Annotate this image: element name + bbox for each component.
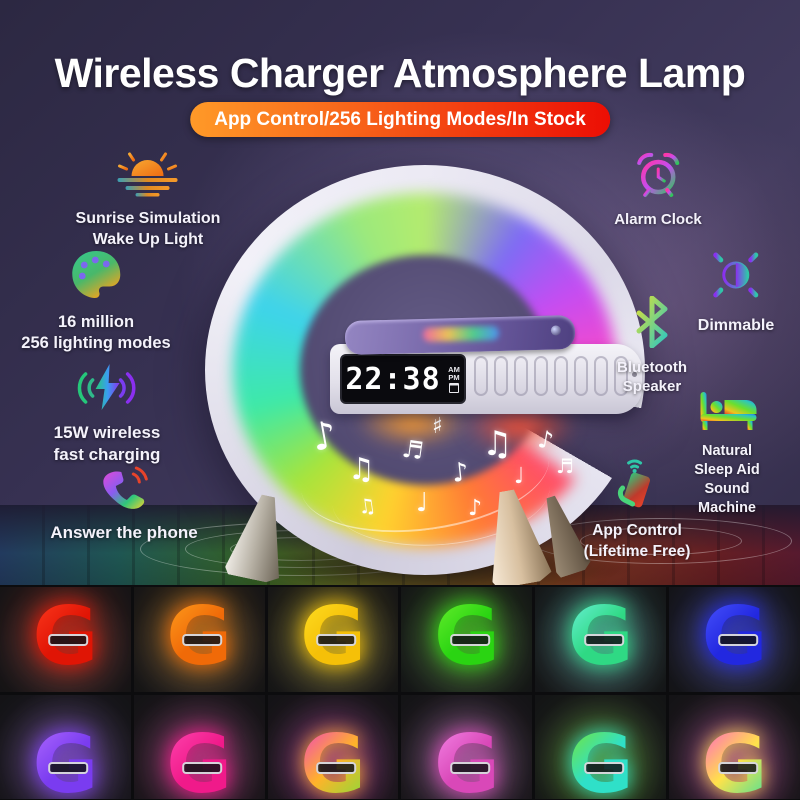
feature-wireless-charging: 15W wireless fast charging — [53, 362, 161, 466]
mini-lamp-g: G — [300, 725, 366, 800]
lamp-color-photo: G — [133, 695, 265, 800]
mic-hole — [632, 372, 637, 377]
mini-lamp-display — [450, 634, 491, 646]
lamp-color-photo: G — [133, 587, 265, 692]
feature-answer-phone: Answer the phone — [50, 466, 198, 544]
mini-lamp-g: G — [33, 725, 99, 800]
feature-bluetooth-speaker: Bluetooth Speaker — [617, 295, 687, 396]
lamp-button — [574, 356, 588, 396]
feature-label: fast charging — [53, 445, 161, 464]
music-note-icon: ♩ — [514, 464, 525, 489]
clock-time: 22:38 — [345, 361, 441, 397]
music-note-icon: ♩ — [416, 488, 429, 518]
music-note-icon: ♫ — [356, 492, 378, 520]
charging-smartphone — [344, 314, 576, 356]
lamp-button — [534, 356, 548, 396]
mini-lamp-g: G — [568, 725, 634, 800]
feature-sunrise-simulation: Sunrise Simulation Wake Up Light — [75, 146, 221, 250]
lamp-button — [614, 356, 628, 396]
music-note-icon: ♯ — [432, 414, 443, 439]
feature-label: 16 million — [57, 313, 135, 331]
music-note-icon: ♫ — [348, 452, 375, 487]
music-note-icon: ♪ — [450, 457, 471, 489]
mini-lamp-display — [717, 634, 758, 646]
music-note-icon: ♫ — [482, 424, 513, 464]
lamp-color-photo: G — [669, 695, 800, 799]
mini-lamp-g: G — [434, 725, 500, 800]
clock-meridiem: AM PM — [444, 364, 464, 393]
phone-camera — [550, 325, 562, 336]
feature-label: Wake Up Light — [92, 231, 204, 248]
speaker-button-row — [474, 356, 628, 396]
music-note-icon: ♪ — [468, 496, 483, 521]
promo-badge: App Control/256 Lighting Modes/In Stock — [190, 102, 610, 137]
feature-lighting-modes: 16 million 256 lighting modes — [21, 248, 171, 354]
lamp-button — [474, 356, 488, 396]
phone-call-icon — [102, 466, 148, 509]
feature-label: Speaker — [622, 378, 682, 395]
lamp-color-photo: G — [401, 587, 533, 692]
mini-lamp-display — [316, 634, 357, 646]
feature-label: Alarm Clock — [614, 211, 702, 228]
page-title: Wireless Charger Atmosphere Lamp — [54, 50, 746, 96]
lamp-color-photo: G — [669, 587, 800, 692]
mini-lamp-g: G — [702, 725, 768, 800]
mini-lamp-display — [316, 762, 357, 774]
feature-label: Natural Sleep Aid — [694, 443, 760, 478]
mini-lamp-display — [717, 762, 758, 774]
mini-lamp-display — [182, 634, 223, 646]
clock-pm-label: PM — [448, 373, 460, 382]
palette-icon — [71, 251, 120, 299]
feature-label: Sunrise Simulation — [75, 210, 221, 227]
lamp-color-photo: G — [401, 695, 533, 800]
music-note-icon: ♬ — [556, 454, 574, 478]
mini-lamp-g: G — [166, 725, 232, 800]
lamp-color-photo: G — [267, 695, 399, 800]
sleep-aid-bed-icon — [700, 392, 756, 430]
bluetooth-icon — [636, 295, 668, 349]
feature-label: Answer the phone — [50, 523, 198, 542]
feature-label: (Lifetime Free) — [583, 543, 691, 560]
mini-lamp-display — [48, 634, 89, 646]
feature-sleep-aid: Natural Sleep Aid Sound Machine — [691, 388, 764, 518]
mini-lamp-display — [182, 762, 223, 774]
wireless-charging-icon — [78, 364, 136, 410]
lamp-button — [554, 356, 568, 396]
feature-label: Dimmable — [697, 317, 775, 334]
music-note-icon: ♬ — [400, 434, 426, 466]
app-control-icon — [618, 459, 651, 508]
feature-label: 15W wireless — [53, 423, 161, 442]
lamp-button — [594, 356, 608, 396]
mini-lamp-display — [450, 762, 491, 774]
lamp-color-photo: G — [0, 587, 131, 692]
mini-lamp-display — [48, 762, 89, 774]
feature-label: App Control — [592, 522, 682, 539]
lamp-color-photo: G — [267, 587, 399, 692]
lamp-color-photo: G — [0, 695, 131, 799]
lamp-button — [514, 356, 528, 396]
feature-label: Bluetooth — [617, 359, 687, 376]
date-icon — [449, 382, 459, 393]
feature-label: Sound Machine — [697, 481, 756, 516]
mini-lamp-display — [583, 762, 624, 774]
feature-label: 256 lighting modes — [21, 334, 171, 352]
sunrise-icon — [117, 146, 178, 197]
lamp-color-photo: G — [535, 587, 667, 692]
phone-screen-glow — [422, 325, 500, 342]
lamp-color-photo: G — [535, 695, 667, 800]
mini-lamp-display — [583, 634, 624, 646]
color-variant-grid: G G G G G G G G G G G G — [0, 585, 800, 800]
feature-dimmable: Dimmable — [698, 244, 774, 336]
clock-am-label: AM — [448, 364, 460, 374]
feature-app-control: App Control (Lifetime Free) — [583, 454, 691, 562]
lamp-button — [494, 356, 508, 396]
digital-clock-display: 22:38 AM PM — [340, 354, 466, 404]
feature-alarm-clock: Alarm Clock — [614, 150, 702, 229]
alarm-clock-icon — [636, 152, 679, 197]
dimmable-icon — [705, 244, 767, 306]
